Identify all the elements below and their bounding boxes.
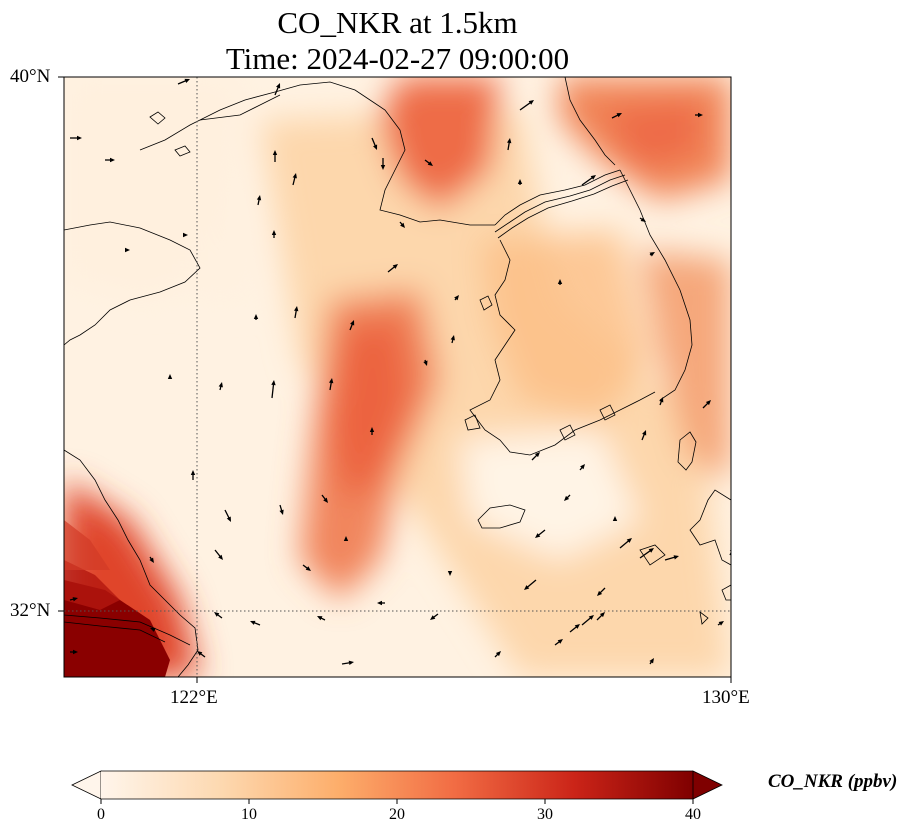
map-title-line1: CO_NKR at 1.5km <box>277 5 518 40</box>
wind-arrow <box>177 78 190 85</box>
wind-arrow <box>424 159 433 166</box>
wind-arrow <box>377 600 385 606</box>
wind-arrow <box>454 295 459 301</box>
lon-label-130e: 130°E <box>702 687 750 708</box>
colorbar-tick-30: 30 <box>537 806 553 823</box>
wind-arrow <box>581 175 596 186</box>
colorbar-tick-20: 20 <box>389 806 405 823</box>
wind-arrow <box>564 494 571 501</box>
wind-arrow <box>272 150 278 162</box>
colorbar-gradient <box>101 771 693 799</box>
wind-arrow <box>218 382 223 391</box>
wind-arrow <box>256 195 262 206</box>
wind-arrow <box>105 157 115 163</box>
coastlines <box>64 77 731 677</box>
map-frame <box>63 76 732 678</box>
wind-arrow <box>70 649 78 655</box>
gridlines <box>64 77 731 677</box>
colorbar-tick-0: 0 <box>97 806 105 823</box>
colorbar-max-extend <box>692 770 723 800</box>
wind-arrow <box>271 230 277 238</box>
wind-arrow <box>717 621 724 626</box>
wind-arrow <box>183 232 188 238</box>
colorbar-tick-40: 40 <box>685 806 701 823</box>
wind-arrow <box>343 536 349 541</box>
wind-arrow <box>329 378 334 391</box>
wind-arrow <box>253 314 259 320</box>
wind-arrow <box>149 556 154 563</box>
wind-arrow <box>321 494 328 503</box>
wind-arrow <box>197 651 206 658</box>
wind-arrow <box>317 616 326 621</box>
wind-arrow <box>423 359 428 366</box>
wind-arrow <box>70 135 82 141</box>
wind-arrow <box>190 470 196 480</box>
wind-arrow <box>612 516 618 521</box>
wind-arrow <box>292 173 297 186</box>
wind-arrow <box>619 538 632 549</box>
colorbar-label: CO_NKR (ppbv) <box>768 771 898 792</box>
wind-arrow <box>554 639 563 646</box>
wind-arrow <box>450 335 455 344</box>
wind-arrow <box>369 427 375 435</box>
wind-arrow <box>371 137 378 150</box>
map-title-line2: Time: 2024-02-27 09:00:00 <box>225 41 570 76</box>
wind-arrow <box>399 221 405 228</box>
wind-arrow <box>695 112 703 118</box>
wind-arrow <box>702 400 711 409</box>
wind-arrow <box>659 397 664 406</box>
concentration-field <box>64 77 731 677</box>
wind-arrow <box>279 504 284 515</box>
wind-vectors <box>69 78 735 665</box>
wind-arrow <box>519 100 534 111</box>
lat-label-40n: 40°N <box>10 66 51 87</box>
wind-arrow <box>649 252 655 257</box>
wind-arrow <box>69 597 78 602</box>
wind-arrow <box>639 217 646 222</box>
wind-arrow <box>250 620 261 626</box>
wind-arrow <box>611 113 622 119</box>
wind-arrow <box>649 658 654 665</box>
wind-arrow <box>494 651 501 658</box>
wind-arrow <box>349 320 355 331</box>
co-concentration-map <box>58 76 735 683</box>
lat-label-32n: 32°N <box>10 600 51 621</box>
wind-arrow <box>150 627 156 632</box>
wind-arrow <box>731 286 735 291</box>
wind-arrow <box>596 612 605 621</box>
colorbar-tick-10: 10 <box>241 806 257 823</box>
wind-arrow <box>271 380 276 399</box>
wind-arrow <box>224 509 231 522</box>
lon-label-122e: 122°E <box>170 687 218 708</box>
wind-arrow <box>167 374 173 379</box>
wind-arrow <box>579 464 585 471</box>
wind-arrow <box>597 587 606 596</box>
wind-arrow <box>517 179 523 185</box>
wind-arrow <box>569 624 580 633</box>
wind-arrow <box>447 571 453 576</box>
wind-arrow <box>639 548 654 559</box>
wind-arrow <box>125 247 130 253</box>
wind-arrow <box>664 555 679 561</box>
wind-arrow <box>214 612 223 619</box>
wind-arrow <box>531 452 540 461</box>
wind-arrow <box>641 430 647 441</box>
wind-arrow <box>557 279 563 285</box>
wind-arrow <box>581 615 594 626</box>
wind-arrow <box>380 158 386 170</box>
wind-arrow <box>524 579 537 590</box>
colorbar-min-extend <box>71 770 102 800</box>
wind-arrow <box>341 660 354 665</box>
wind-arrow <box>430 613 439 620</box>
wind-arrow <box>387 264 398 273</box>
wind-arrow <box>507 138 512 151</box>
wind-arrow <box>302 564 311 571</box>
wind-arrow <box>274 83 281 96</box>
wind-arrow <box>294 306 299 319</box>
wind-arrow <box>535 529 546 538</box>
wind-arrow <box>214 549 223 560</box>
